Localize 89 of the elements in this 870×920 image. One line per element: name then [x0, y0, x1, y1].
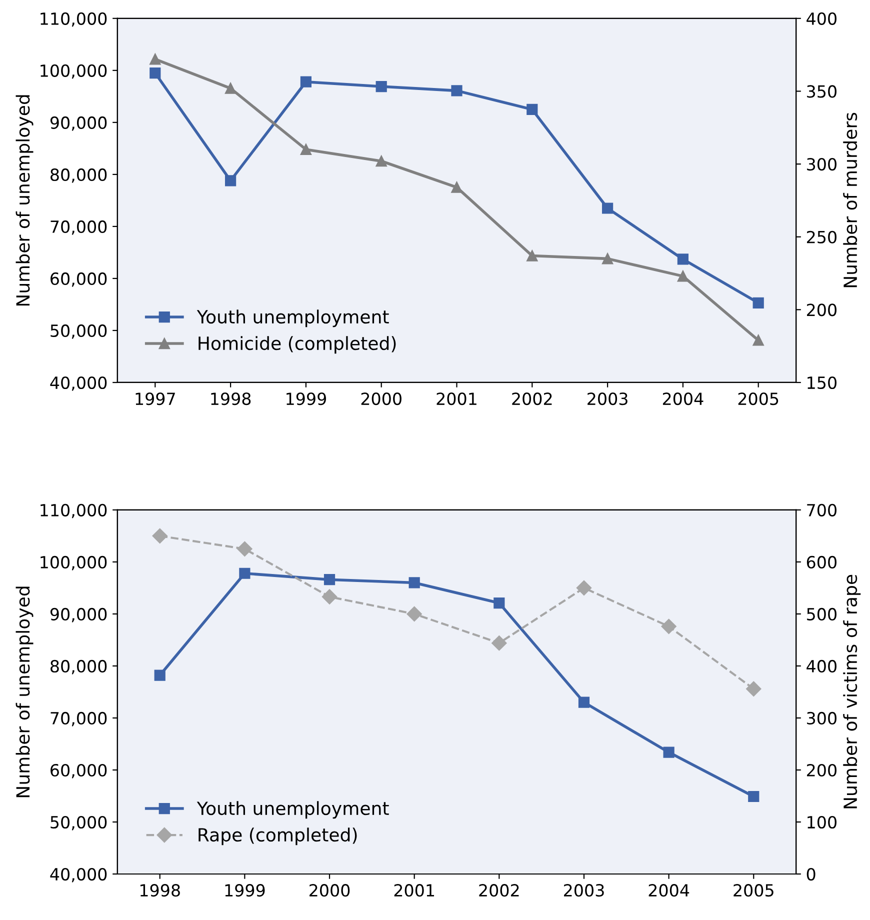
y-axis-title: Number of unemployed — [16, 95, 34, 306]
point — [752, 334, 764, 346]
point — [602, 253, 614, 264]
y2-tick-label: 150 — [808, 376, 836, 390]
x-tick-label: 1998 — [140, 884, 180, 897]
point — [492, 635, 507, 651]
point — [239, 568, 250, 579]
point — [406, 606, 422, 622]
point — [677, 254, 689, 265]
y2-tick-label: 400 — [806, 660, 836, 673]
y-tick-label: 110,000 — [40, 504, 107, 518]
point — [748, 790, 760, 802]
point — [224, 175, 236, 186]
x-tick-label: 2005 — [734, 884, 774, 897]
y-axis-title: Number of unemployed — [16, 586, 34, 798]
y2-tick-label: 200 — [806, 764, 836, 777]
y-tick-label: 100,000 — [40, 64, 107, 79]
y2-tick-label: 250 — [806, 230, 836, 244]
y-tick-label: 80,000 — [50, 660, 107, 674]
y-tick-label: 90,000 — [50, 608, 107, 622]
point — [526, 104, 538, 115]
y-tick-label: 70,000 — [50, 712, 107, 726]
point — [661, 618, 676, 634]
y2-tick-label: 300 — [807, 158, 836, 171]
point — [300, 144, 312, 156]
x-tick-label: 2003 — [588, 392, 628, 406]
point — [322, 589, 338, 604]
x-tick-label: 1997 — [136, 392, 175, 406]
x-tick-label: 2002 — [512, 392, 552, 406]
x-tick-label: 2005 — [738, 392, 778, 406]
legend-label: Youth unemployment — [196, 801, 389, 819]
point — [376, 156, 387, 167]
y-tick-label: 60,000 — [50, 764, 107, 778]
x-tick-label: 2004 — [662, 392, 704, 406]
point — [752, 297, 764, 308]
point — [300, 76, 312, 88]
y2-tick-label: 0 — [806, 868, 816, 881]
y2-tick-label: 400 — [806, 12, 836, 25]
x-tick-label: 2004 — [648, 884, 690, 897]
point — [224, 82, 236, 94]
y-tick-label: 90,000 — [50, 116, 107, 131]
x-tick-label: 2002 — [479, 884, 519, 897]
y2-axis-title: Number of victims of rape — [843, 574, 861, 808]
x-tick-label: 2000 — [310, 884, 350, 897]
point — [150, 54, 161, 65]
y2-tick-label: 350 — [807, 85, 836, 98]
point — [376, 80, 387, 92]
y-tick-label: 110,000 — [40, 12, 107, 27]
point — [494, 597, 505, 609]
point — [324, 574, 336, 586]
y2-tick-label: 700 — [807, 504, 836, 516]
y2-axis-title: Number of murders — [843, 112, 858, 288]
point — [152, 528, 168, 544]
y-tick-label: 80,000 — [50, 168, 107, 183]
y2-tick-label: 100 — [808, 816, 836, 829]
point — [576, 580, 592, 596]
y2-tick-label: 500 — [807, 608, 836, 621]
point — [408, 577, 420, 588]
x-tick-label: 2000 — [361, 392, 402, 406]
x-tick-label: 2001 — [436, 392, 476, 406]
y-tick-label: 40,000 — [50, 868, 107, 882]
x-tick-label: 2003 — [564, 884, 604, 897]
y-tick-label: 50,000 — [50, 324, 107, 339]
y-tick-label: 70,000 — [50, 220, 107, 235]
legend-label: Youth unemployment — [196, 310, 389, 328]
legend-label: Homicide (completed) — [198, 336, 396, 354]
point — [746, 681, 762, 696]
y-tick-label: 60,000 — [50, 272, 107, 287]
x-tick-label: 1999 — [286, 392, 326, 406]
point — [677, 270, 689, 282]
y-tick-label: 40,000 — [50, 376, 107, 391]
x-tick-label: 1998 — [211, 392, 251, 406]
point — [451, 182, 462, 193]
point — [663, 746, 674, 758]
y-tick-label: 100,000 — [40, 556, 107, 570]
point — [237, 541, 252, 556]
legend-label: Rape (completed) — [198, 828, 357, 846]
point — [602, 202, 614, 214]
y2-tick-label: 300 — [807, 712, 836, 725]
x-tick-label: 1999 — [225, 884, 265, 897]
y-tick-label: 50,000 — [50, 816, 107, 830]
point — [451, 85, 462, 96]
y2-tick-label: 600 — [806, 556, 836, 568]
point — [150, 67, 161, 79]
point — [154, 670, 166, 681]
point — [578, 696, 590, 708]
point — [526, 250, 538, 262]
y2-tick-label: 200 — [806, 304, 836, 316]
x-tick-label: 2001 — [394, 884, 434, 897]
